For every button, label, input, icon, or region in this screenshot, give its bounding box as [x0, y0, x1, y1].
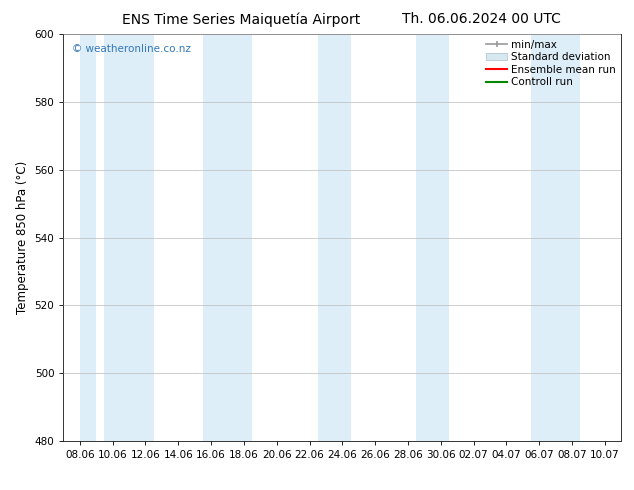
Bar — [318, 34, 351, 441]
Bar — [105, 34, 153, 441]
Bar — [80, 34, 96, 441]
Text: © weatheronline.co.nz: © weatheronline.co.nz — [72, 45, 191, 54]
Text: Th. 06.06.2024 00 UTC: Th. 06.06.2024 00 UTC — [403, 12, 561, 26]
Bar — [416, 34, 449, 441]
Text: ENS Time Series Maiquetía Airport: ENS Time Series Maiquetía Airport — [122, 12, 360, 27]
Bar — [531, 34, 580, 441]
Y-axis label: Temperature 850 hPa (°C): Temperature 850 hPa (°C) — [16, 161, 29, 314]
Legend: min/max, Standard deviation, Ensemble mean run, Controll run: min/max, Standard deviation, Ensemble me… — [484, 37, 618, 89]
Bar — [203, 34, 252, 441]
